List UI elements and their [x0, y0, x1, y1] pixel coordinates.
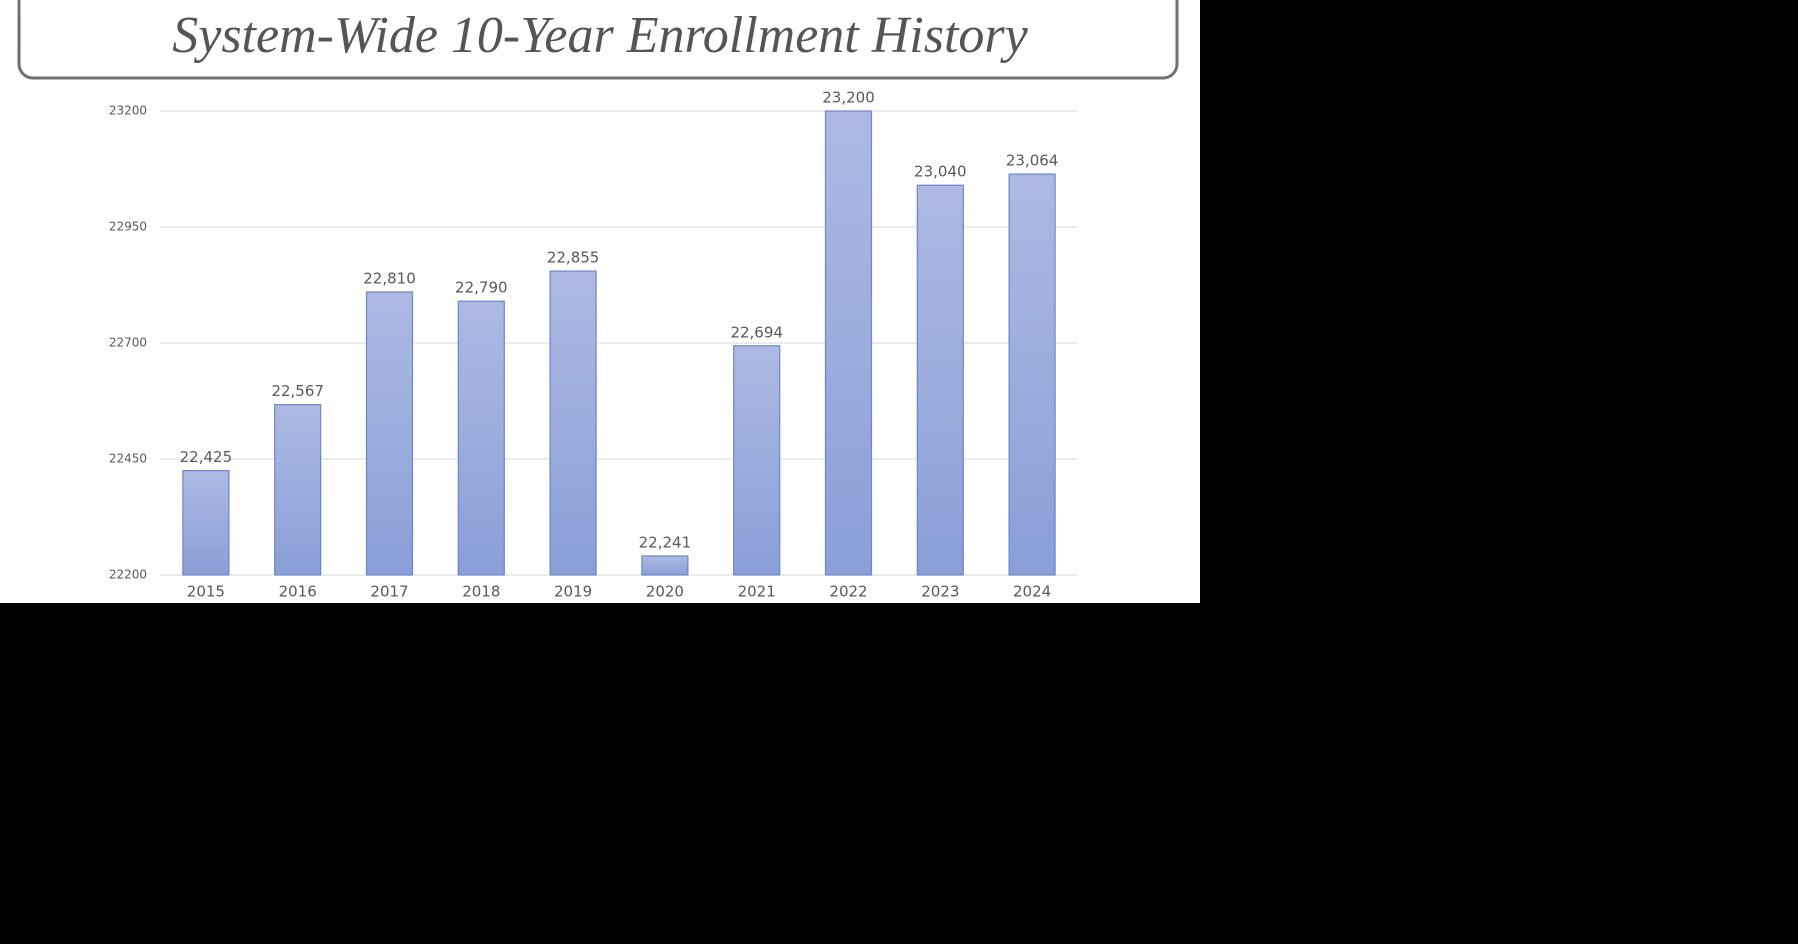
bar	[824, 110, 873, 576]
bar	[365, 291, 414, 576]
bar	[549, 270, 597, 576]
x-tick-label: 2020	[646, 583, 684, 601]
value-label: 23,200	[822, 89, 875, 107]
x-tick-label: 2024	[1013, 583, 1051, 601]
y-tick-label: 23200	[109, 104, 147, 118]
value-label: 22,790	[455, 279, 508, 297]
x-tick-label: 2019	[554, 583, 592, 601]
x-tick-label: 2018	[462, 583, 500, 601]
value-label: 22,425	[180, 448, 233, 466]
value-label: 22,567	[271, 382, 324, 400]
bar	[457, 300, 505, 576]
x-tick-label: 2016	[279, 583, 317, 601]
value-label: 23,064	[1006, 152, 1059, 170]
bar	[733, 345, 781, 576]
value-label: 22,241	[639, 533, 692, 551]
x-tick-label: 2022	[829, 583, 867, 601]
y-tick-label: 22200	[109, 568, 147, 582]
x-tick-label: 2021	[738, 583, 776, 601]
bar	[182, 470, 230, 576]
value-label: 22,810	[363, 269, 416, 287]
chart-title: System-Wide 10-Year Enrollment History	[172, 7, 1028, 64]
x-tick-label: 2017	[370, 583, 408, 601]
y-tick-label: 22700	[109, 336, 147, 350]
title-box	[17, 0, 1179, 80]
bar	[641, 555, 689, 576]
value-label: 22,855	[547, 249, 600, 267]
value-label: 22,694	[730, 323, 783, 341]
y-tick-label: 22950	[109, 220, 147, 234]
value-label: 23,040	[914, 163, 967, 181]
x-tick-label: 2015	[187, 583, 225, 601]
x-tick-label: 2023	[921, 583, 959, 601]
bar	[916, 184, 964, 576]
y-tick-label: 22450	[109, 452, 147, 466]
bar	[274, 404, 322, 576]
bar	[1008, 173, 1056, 576]
